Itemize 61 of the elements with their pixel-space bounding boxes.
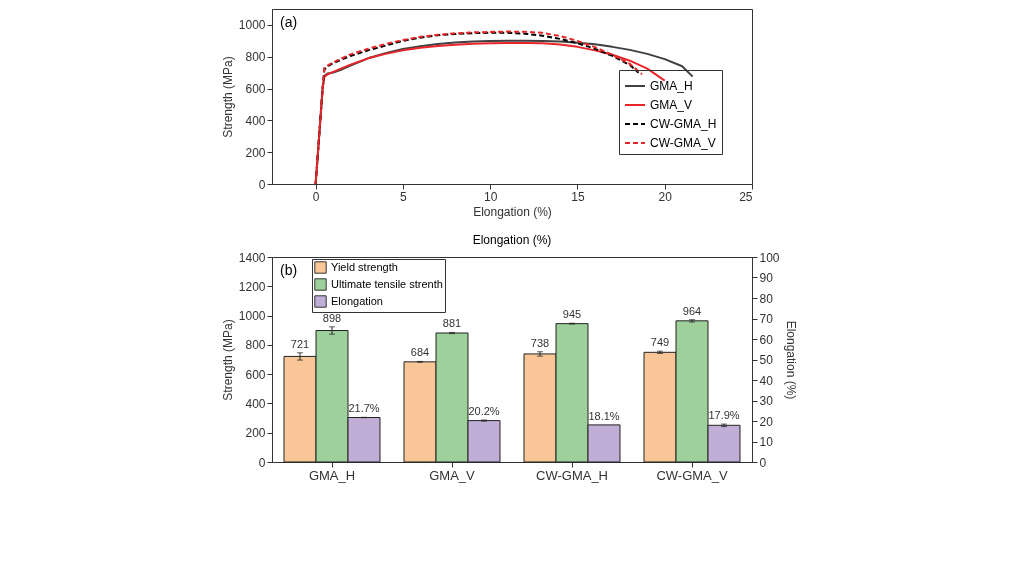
y2-tick-label: 50 <box>759 353 774 367</box>
y2-tick-label: 0 <box>759 455 767 470</box>
data-label: 17.9% <box>708 409 740 422</box>
legend-label: Yield strength <box>331 260 398 273</box>
data-label: 881 <box>442 317 462 330</box>
annotation: (b) <box>280 262 298 278</box>
y-tick-label: 400 <box>245 113 266 128</box>
x-tick-label: 25 <box>739 189 753 204</box>
y-tick-label: 0 <box>258 455 266 470</box>
y-tick-label: 800 <box>245 50 266 65</box>
y2-axis-title: Elongation (%) <box>783 320 798 400</box>
data-label: 945 <box>562 308 582 321</box>
y2-tick-label: 80 <box>759 291 774 306</box>
y-tick-label: 400 <box>245 396 266 411</box>
data-label: 20.2% <box>468 404 500 417</box>
x-tick-label: GMA_V <box>429 467 476 483</box>
data-label: 18.1% <box>588 409 620 422</box>
y2-tick-label: 70 <box>759 312 774 326</box>
y2-tick-label: 90 <box>759 271 774 285</box>
data-label: 721 <box>290 337 310 350</box>
legend-label: CW-GMA_V <box>650 136 716 150</box>
y2-tick-label: 20 <box>759 414 774 429</box>
data-label: 964 <box>682 304 702 317</box>
y2-tick-label: 30 <box>759 394 774 408</box>
legend-label: GMA_H <box>650 79 693 93</box>
y-axis-title: Strength (MPa) <box>220 56 235 138</box>
y-tick-label: 600 <box>245 82 266 97</box>
y-tick-label: 1200 <box>238 279 266 294</box>
x-tick-label: GMA_H <box>308 467 356 483</box>
x-tick-label: 10 <box>484 189 498 204</box>
y-tick-label: 200 <box>245 426 266 441</box>
y-tick-label: 1000 <box>238 18 266 33</box>
chart-title: Elongation (%) <box>472 233 552 247</box>
x-tick-label: 0 <box>312 189 320 204</box>
y-tick-label: 800 <box>245 338 266 353</box>
data-label: 898 <box>322 311 342 324</box>
data-label: 684 <box>410 346 430 359</box>
legend-label: Elongation <box>331 294 383 307</box>
data-label: 738 <box>530 336 550 349</box>
annotation: (a) <box>280 14 298 30</box>
x-tick-label: 20 <box>658 189 673 204</box>
y2-tick-label: 10 <box>759 435 774 449</box>
y-tick-label: 1000 <box>238 309 266 324</box>
x-tick-label: CW-GMA_H <box>536 467 608 483</box>
legend-label: Ultimate tensile strenth <box>331 277 443 290</box>
data-label: 21.7% <box>348 402 380 415</box>
y2-tick-label: 100 <box>759 250 780 265</box>
y2-tick-label: 60 <box>759 332 774 347</box>
y2-tick-label: 40 <box>759 373 774 388</box>
legend-label: GMA_V <box>650 98 693 112</box>
y-tick-label: 600 <box>245 367 266 382</box>
y-tick-label: 1400 <box>238 250 266 265</box>
y-tick-label: 0 <box>258 177 266 192</box>
y-tick-label: 200 <box>245 145 266 160</box>
x-axis-title: Elongation (%) <box>473 204 552 219</box>
legend-label: CW-GMA_H <box>650 117 717 131</box>
x-tick-label: 5 <box>400 189 408 204</box>
data-label: 749 <box>650 336 670 349</box>
y-axis-title: Strength (MPa) <box>220 319 235 401</box>
x-tick-label: 15 <box>571 189 585 204</box>
x-tick-label: CW-GMA_V <box>656 467 728 483</box>
